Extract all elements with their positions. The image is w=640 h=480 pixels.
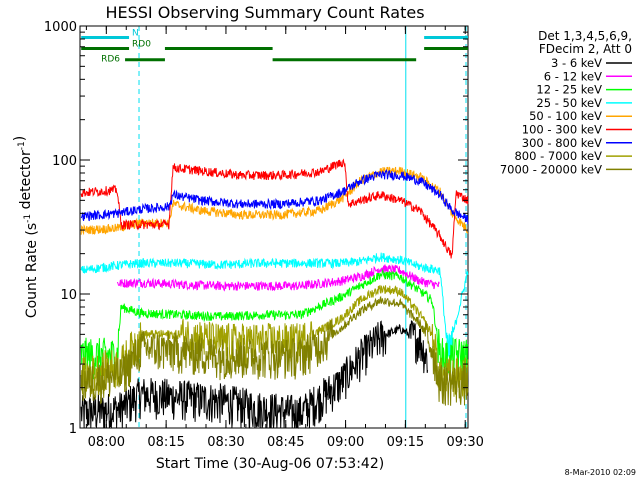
y-tick-label-0: 1: [69, 422, 77, 437]
legend-item-0: 3 - 6 keV: [551, 56, 602, 70]
chart-title: HESSI Observing Summary Count Rates: [105, 3, 424, 22]
series-line-5: [80, 158, 469, 259]
x-tick-label-3: 08:45: [267, 435, 304, 450]
y-tick-label-2: 100: [52, 154, 77, 169]
x-tick-label-0: 08:00: [88, 435, 125, 450]
series-line-6: [80, 168, 469, 225]
series-line-3: [80, 252, 469, 357]
legend-item-3: 25 - 50 keV: [536, 96, 602, 110]
series-line-0: [80, 320, 429, 429]
legend: Det 1,3,4,5,6,9,FDecim 2, Att 03 - 6 keV…: [500, 29, 632, 176]
y-tick-label-3: 1000: [44, 20, 77, 35]
legend-item-1: 6 - 12 keV: [544, 69, 602, 83]
annotation-label-2: RD6: [101, 55, 120, 65]
annotation-label-1: RD0: [132, 39, 151, 49]
legend-item-6: 300 - 800 keV: [522, 136, 602, 150]
x-tick-label-6: 09:30: [446, 435, 483, 450]
series-line-1: [117, 264, 440, 292]
legend-item-2: 12 - 25 keV: [536, 83, 602, 97]
tick-group: 08:00 08:15 08:30 08:45 09:00 09:15 09:30 1 10 10…: [44, 20, 484, 450]
y-tick-label-1: 10: [60, 288, 77, 303]
legend-item-8: 7000 - 20000 keV: [500, 162, 602, 176]
series-group: [80, 158, 469, 429]
x-axis-label: Start Time (30-Aug-06 07:53:42): [156, 456, 384, 472]
x-tick-label-1: 08:15: [147, 435, 184, 450]
series-line-7: [80, 284, 469, 399]
legend-header-1: FDecim 2, Att 0: [539, 42, 632, 56]
legend-header-0: Det 1,3,4,5,6,9,: [538, 29, 632, 43]
x-tick-label-5: 09:15: [387, 435, 424, 450]
annotation-label-0: N: [132, 29, 139, 39]
legend-item-7: 800 - 7000 keV: [514, 149, 602, 163]
x-tick-label-2: 08:30: [207, 435, 244, 450]
y-axis-label: Count Rate (s-1 detector-1): [12, 136, 40, 318]
legend-item-5: 100 - 300 keV: [522, 123, 602, 137]
footer-date: 8-Mar-2010 02:09: [565, 468, 636, 477]
series-line-2: [80, 268, 469, 382]
x-tick-label-4: 09:00: [327, 435, 364, 450]
series-line-8: [80, 295, 469, 406]
legend-item-4: 50 - 100 keV: [529, 109, 602, 123]
